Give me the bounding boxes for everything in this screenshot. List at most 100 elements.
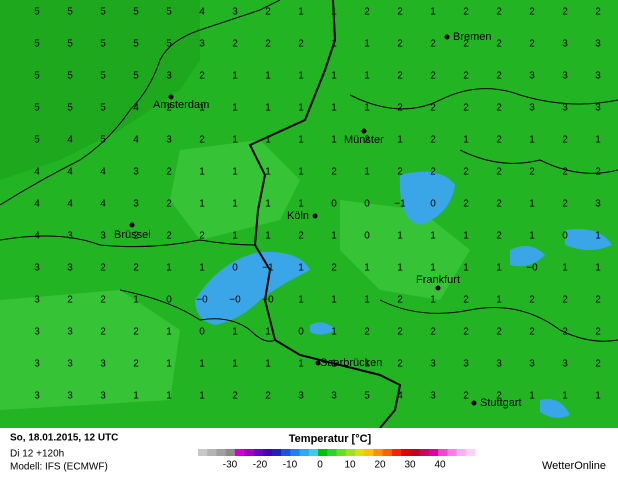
grid-value: 5: [133, 7, 139, 18]
grid-value: 2: [100, 263, 106, 274]
grid-value: 1: [166, 391, 172, 402]
grid-value: 1: [595, 263, 601, 274]
grid-value: 0: [166, 295, 172, 306]
grid-value: 1: [496, 263, 502, 274]
grid-value: 1: [430, 7, 436, 18]
colorbar-swatch: [391, 449, 402, 456]
colorbar-tick: 10: [344, 460, 356, 471]
grid-value: 1: [232, 71, 238, 82]
grid-value: 2: [562, 167, 568, 178]
grid-value: 2: [397, 295, 403, 306]
grid-value: 3: [100, 391, 106, 402]
grid-value: 2: [364, 135, 370, 146]
grid-value: 1: [265, 199, 271, 210]
grid-value: 0: [562, 231, 568, 242]
grid-value: 1: [298, 359, 304, 370]
grid-value: 1: [529, 391, 535, 402]
grid-value: 1: [232, 167, 238, 178]
colorbar-swatch: [438, 449, 448, 456]
grid-value: 2: [463, 391, 469, 402]
grid-value: 1: [298, 103, 304, 114]
grid-value: 1: [166, 263, 172, 274]
grid-value: 3: [562, 103, 568, 114]
grid-value: 2: [463, 39, 469, 50]
grid-value: 2: [166, 103, 172, 114]
grid-value: 2: [364, 327, 370, 338]
grid-value: 1: [298, 199, 304, 210]
grid-value: 2: [133, 327, 139, 338]
grid-value: 4: [199, 7, 205, 18]
grid-value: 2: [463, 199, 469, 210]
city-dot: [435, 285, 441, 291]
grid-value: 4: [34, 231, 40, 242]
grid-value: 1: [133, 295, 139, 306]
grid-value: 2: [496, 71, 502, 82]
grid-value: 2: [133, 263, 139, 274]
city-label: Münster: [344, 134, 384, 146]
cities: Bremen Amsterdam Münster Köln Brüssel Frankfu…: [114, 31, 522, 409]
colorbar-swatch: [281, 449, 291, 456]
grid-value: 2: [298, 231, 304, 242]
colorbar-swatch: [410, 449, 421, 456]
grid-value: 3: [133, 167, 139, 178]
grid-value: 2: [430, 135, 436, 146]
grid-value: 3: [166, 135, 172, 146]
grid-value: 2: [529, 39, 535, 50]
grid-value: 3: [529, 359, 535, 370]
colorbar-title: Temperatur [°C]: [289, 433, 372, 445]
colorbar-tick: -20: [253, 460, 268, 471]
city-dot: [315, 360, 321, 366]
country-border: [248, 0, 402, 429]
colorbar-tick: 0: [317, 460, 323, 471]
grid-value: 1: [232, 103, 238, 114]
city-label: Brüssel: [114, 229, 151, 241]
grid-value: 1: [463, 231, 469, 242]
grid-value: 5: [67, 71, 73, 82]
grid-value: 1: [331, 359, 337, 370]
grid-value: 1: [298, 71, 304, 82]
grid-value: 2: [397, 327, 403, 338]
grid-value: 0: [364, 199, 370, 210]
grid-value: 2: [430, 327, 436, 338]
grid-value: 2: [133, 359, 139, 370]
colorbar-tick: -30: [223, 460, 238, 471]
grid-value: 1: [595, 135, 601, 146]
grid-value: 3: [67, 327, 73, 338]
grid-value: 3: [463, 359, 469, 370]
grid-value: 2: [529, 7, 535, 18]
city-label: Frankfurt: [416, 274, 460, 286]
grid-value: 2: [166, 231, 172, 242]
grid-value: 3: [562, 359, 568, 370]
grid-value: 1: [331, 327, 337, 338]
grid-value: 1: [199, 103, 205, 114]
grid-value: 5: [166, 39, 172, 50]
grid-value: 2: [199, 135, 205, 146]
grid-value: 5: [100, 103, 106, 114]
grid-value: 1: [529, 135, 535, 146]
grid-value: 1: [430, 263, 436, 274]
grid-value: 2: [463, 71, 469, 82]
colorbar-tick: -10: [283, 460, 298, 471]
brand: WetterOnline: [542, 460, 606, 472]
grid-value: 4: [67, 199, 73, 210]
colorbar-swatch: [327, 449, 337, 456]
colorbar-swatch: [271, 449, 282, 456]
grid-value: 1: [331, 231, 337, 242]
grid-value: 1: [199, 199, 205, 210]
colorbar-swatch: [465, 449, 476, 456]
grid-value: 1: [298, 295, 304, 306]
colorbar-swatch: [373, 449, 384, 456]
colorbar-swatch: [216, 449, 227, 456]
grid-value: 2: [529, 295, 535, 306]
colorbar-swatch: [299, 449, 310, 456]
grid-value: 1: [199, 391, 205, 402]
grid-value: 1: [331, 7, 337, 18]
colorbar-swatch: [382, 449, 393, 456]
grid-value: 2: [529, 167, 535, 178]
colorbar-swatch: [354, 449, 365, 456]
grid-value: 5: [166, 7, 172, 18]
grid-value: 1: [331, 135, 337, 146]
grid-value: 3: [67, 359, 73, 370]
grid-value: 3: [331, 391, 337, 402]
colorbar-swatch: [290, 449, 301, 456]
